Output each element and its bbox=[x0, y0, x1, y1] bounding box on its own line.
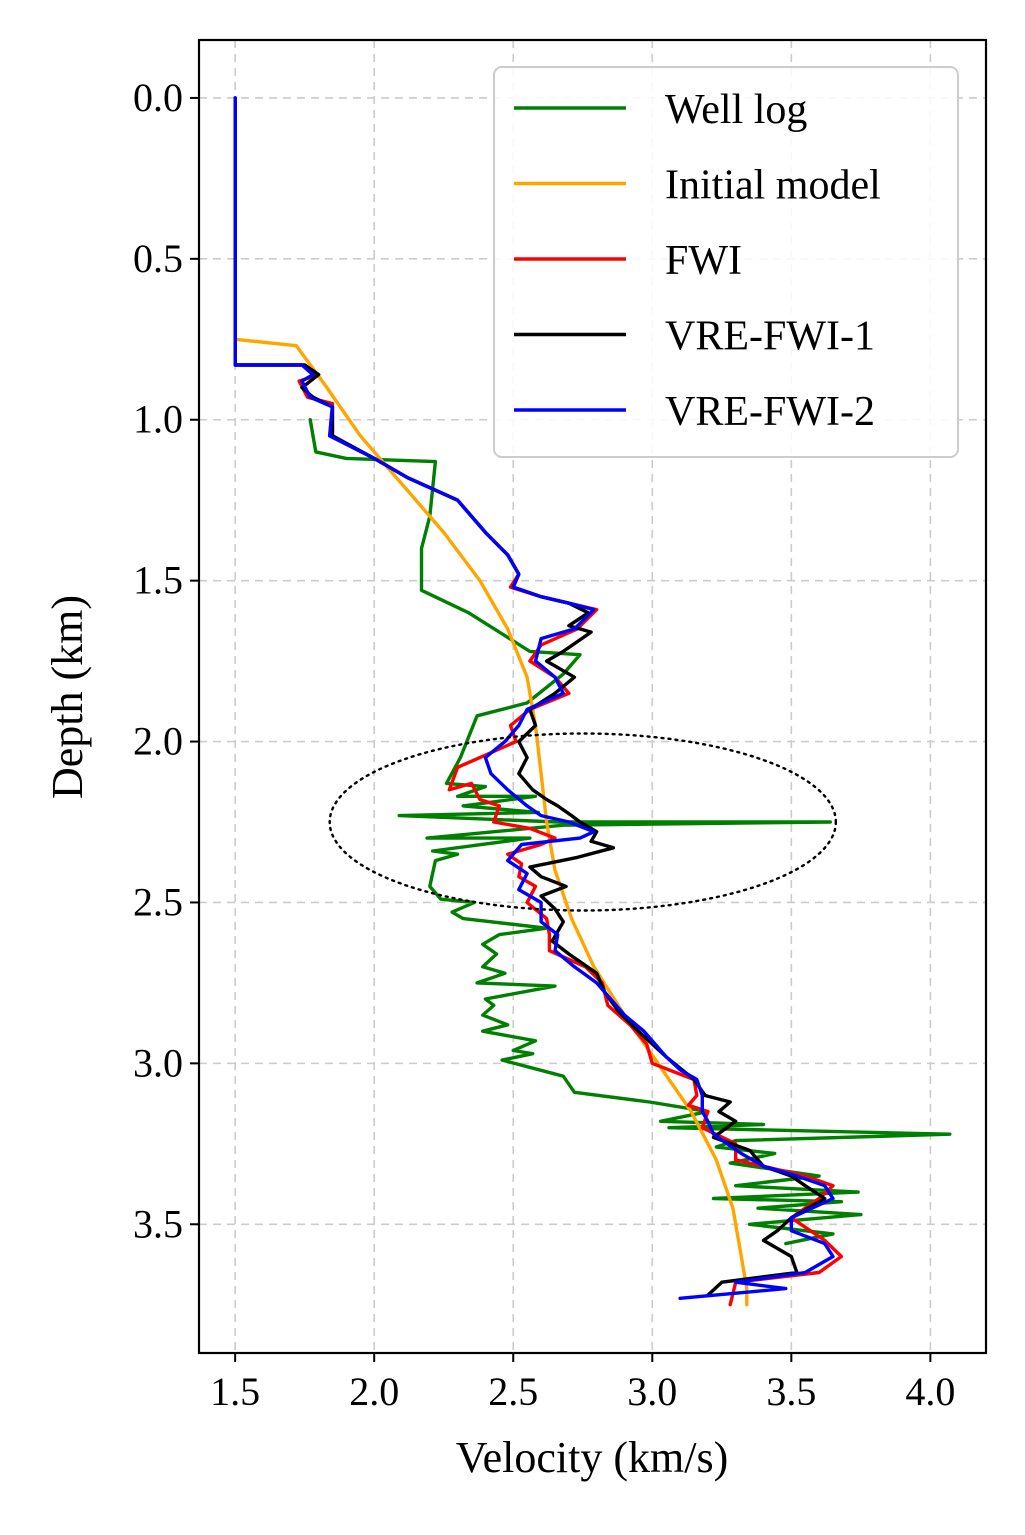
series-lines bbox=[233, 96, 952, 1307]
y-tick-label: 0.5 bbox=[133, 236, 183, 281]
x-axis-ticks: 1.5 2.0 2.5 3.0 3.5 4.0 bbox=[210, 1353, 955, 1414]
legend-label: FWI bbox=[665, 238, 742, 284]
legend-label: Initial model bbox=[665, 163, 881, 209]
x-tick-label: 2.0 bbox=[349, 1369, 399, 1414]
y-tick-label: 2.5 bbox=[133, 879, 183, 924]
plot-frame bbox=[197, 38, 988, 1355]
x-tick-label: 3.0 bbox=[627, 1369, 677, 1414]
y-axis-label: Depth (km) bbox=[43, 595, 92, 799]
x-tick-label: 3.5 bbox=[766, 1369, 816, 1414]
y-tick-label: 2.0 bbox=[133, 719, 183, 764]
legend-label: VRE-FWI-1 bbox=[665, 314, 875, 360]
legend: Well log Initial model FWI VRE-FWI-1 VRE-FWI… bbox=[493, 66, 959, 458]
y-tick-label: 0.0 bbox=[133, 75, 183, 120]
x-tick-label: 1.5 bbox=[210, 1369, 260, 1414]
highlight-ellipse bbox=[328, 732, 838, 912]
x-axis-label: Velocity (km/s) bbox=[456, 1433, 729, 1482]
y-tick-label: 3.0 bbox=[133, 1040, 183, 1085]
y-tick-label: 3.5 bbox=[133, 1201, 183, 1246]
series-line-well-log bbox=[308, 418, 952, 1246]
legend-box bbox=[493, 66, 959, 458]
annotation-layer bbox=[328, 732, 838, 912]
plot-area bbox=[233, 96, 952, 1307]
x-tick-label: 2.5 bbox=[488, 1369, 538, 1414]
y-axis-ticks: 0.0 0.5 1.0 1.5 2.0 2.5 3.0 3.5 bbox=[133, 75, 199, 1246]
series-line-vre-fwi-2 bbox=[233, 96, 835, 1301]
legend-label: Well log bbox=[665, 87, 807, 133]
y-tick-label: 1.5 bbox=[133, 558, 183, 603]
y-tick-label: 1.0 bbox=[133, 397, 183, 442]
legend-label: VRE-FWI-2 bbox=[665, 389, 875, 435]
x-tick-label: 4.0 bbox=[905, 1369, 955, 1414]
